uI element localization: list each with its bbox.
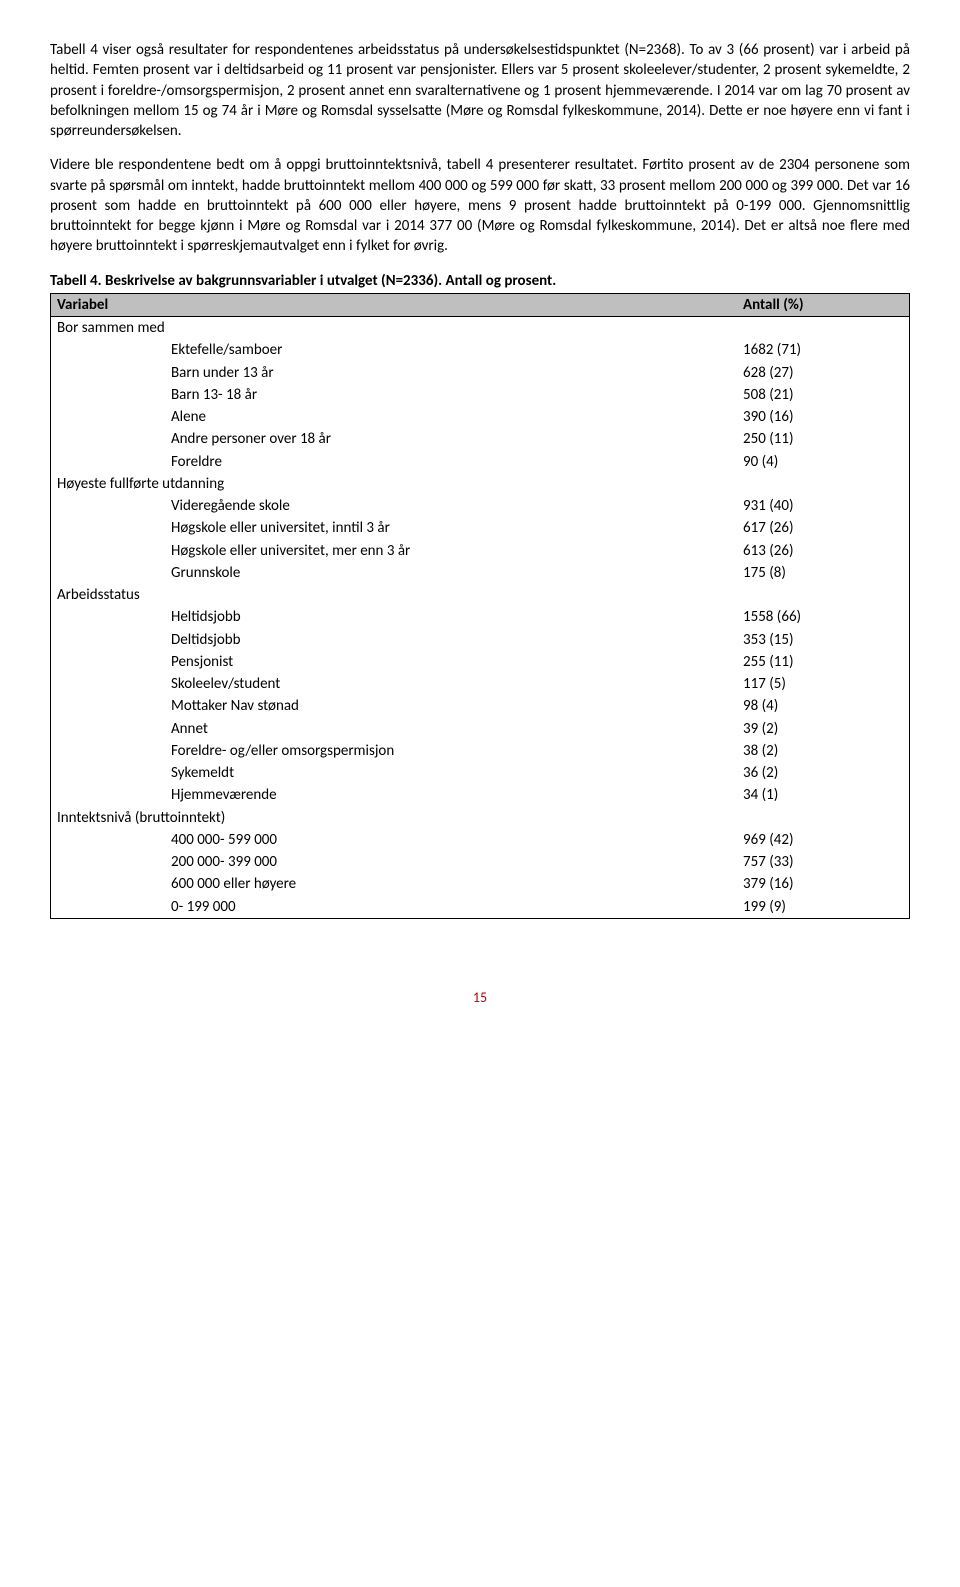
table-row-value: 613 (26)	[737, 540, 910, 562]
table-row-label: 200 000- 399 000	[51, 851, 738, 873]
table-row-label: Andre personer over 18 år	[51, 428, 738, 450]
table-row-label: Høgskole eller universitet, mer enn 3 år	[51, 540, 738, 562]
table-section-label: Arbeidsstatus	[51, 584, 738, 606]
table-row-label: Alene	[51, 406, 738, 428]
table-section-label: Inntektsnivå (bruttoinntekt)	[51, 807, 738, 829]
table-row-value: 98 (4)	[737, 695, 910, 717]
table-row-label: Grunnskole	[51, 562, 738, 584]
table-row-label: Barn 13- 18 år	[51, 384, 738, 406]
table-row-value: 353 (15)	[737, 629, 910, 651]
table-row-label: Foreldre	[51, 451, 738, 473]
table-row-label: Høgskole eller universitet, inntil 3 år	[51, 517, 738, 539]
table-section-label: Høyeste fullførte utdanning	[51, 473, 738, 495]
table-row-value: 34 (1)	[737, 784, 910, 806]
table-row-value: 390 (16)	[737, 406, 910, 428]
table-row-label: Pensjonist	[51, 651, 738, 673]
table-header-value: Antall (%)	[737, 293, 910, 316]
table-section-label: Bor sammen med	[51, 317, 738, 340]
table-row-label: Ektefelle/samboer	[51, 339, 738, 361]
table-row-value: 175 (8)	[737, 562, 910, 584]
page-number: 15	[50, 989, 910, 1008]
table-row-value: 199 (9)	[737, 896, 910, 919]
table-cell-empty	[737, 807, 910, 829]
table-row-label: 0- 199 000	[51, 896, 738, 919]
table-cell-empty	[737, 584, 910, 606]
table-cell-empty	[737, 317, 910, 340]
table-title: Tabell 4. Beskrivelse av bakgrunnsvariab…	[50, 271, 910, 291]
paragraph-2: Videre ble respondentene bedt om å oppgi…	[50, 155, 910, 256]
table-cell-empty	[737, 473, 910, 495]
table-row-value: 379 (16)	[737, 873, 910, 895]
table-row-label: 600 000 eller høyere	[51, 873, 738, 895]
table-row-label: Deltidsjobb	[51, 629, 738, 651]
table-row-value: 1682 (71)	[737, 339, 910, 361]
table-row-label: Hjemmeværende	[51, 784, 738, 806]
table-row-value: 90 (4)	[737, 451, 910, 473]
table-row-label: Foreldre- og/eller omsorgspermisjon	[51, 740, 738, 762]
table-row-label: 400 000- 599 000	[51, 829, 738, 851]
table-row-value: 931 (40)	[737, 495, 910, 517]
table-row-label: Skoleelev/student	[51, 673, 738, 695]
table-row-value: 1558 (66)	[737, 606, 910, 628]
table-row-label: Mottaker Nav stønad	[51, 695, 738, 717]
table-row-label: Barn under 13 år	[51, 362, 738, 384]
data-table: VariabelAntall (%)Bor sammen medEktefell…	[50, 293, 910, 919]
table-row-value: 39 (2)	[737, 718, 910, 740]
table-row-label: Annet	[51, 718, 738, 740]
table-row-value: 255 (11)	[737, 651, 910, 673]
table-row-value: 617 (26)	[737, 517, 910, 539]
paragraph-1: Tabell 4 viser også resultater for respo…	[50, 40, 910, 141]
table-row-value: 969 (42)	[737, 829, 910, 851]
table-row-label: Heltidsjobb	[51, 606, 738, 628]
table-row-value: 628 (27)	[737, 362, 910, 384]
table-header-variable: Variabel	[51, 293, 738, 316]
table-row-value: 250 (11)	[737, 428, 910, 450]
table-row-value: 36 (2)	[737, 762, 910, 784]
table-row-value: 757 (33)	[737, 851, 910, 873]
table-row-value: 38 (2)	[737, 740, 910, 762]
table-row-value: 508 (21)	[737, 384, 910, 406]
table-row-label: Sykemeldt	[51, 762, 738, 784]
table-row-label: Videregående skole	[51, 495, 738, 517]
table-row-value: 117 (5)	[737, 673, 910, 695]
